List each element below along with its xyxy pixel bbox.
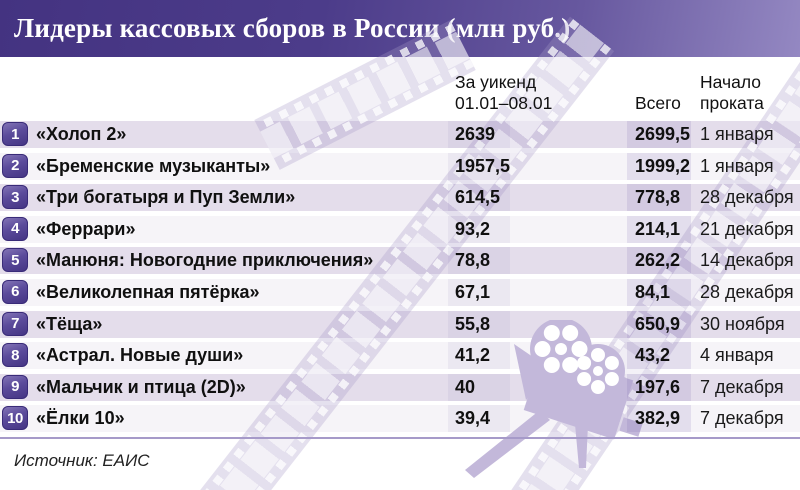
rank-badge: 7 — [2, 311, 28, 336]
total-value: 197,6 — [627, 373, 691, 401]
movie-title: «Ёлки 10» — [36, 408, 125, 429]
table-row: 5 «Манюня: Новогодние приключения» 78,8 … — [0, 247, 800, 275]
release-date: 21 декабря — [700, 218, 794, 239]
release-date: 28 декабря — [700, 187, 794, 208]
release-date: 4 января — [700, 345, 774, 366]
rank-badge: 3 — [2, 185, 28, 210]
rank-badge: 9 — [2, 374, 28, 399]
weekend-value: 2639 — [448, 121, 510, 148]
total-value: 214,1 — [627, 215, 691, 243]
movie-title: «Тёща» — [36, 313, 103, 334]
table-row: 1 «Холоп 2» 2639 2699,5 1 января — [0, 121, 800, 148]
release-date: 30 ноября — [700, 313, 785, 334]
table-row: 9 «Мальчик и птица (2D)» 40 197,6 7 дека… — [0, 373, 800, 401]
release-date: 7 декабря — [700, 376, 784, 397]
column-header-weekend-line2: 01.01–08.01 — [455, 93, 553, 113]
rank-badge: 5 — [2, 248, 28, 273]
weekend-value: 41,2 — [448, 342, 510, 370]
source-label: Источник: ЕАИС — [14, 451, 150, 470]
rank-badge: 2 — [2, 153, 28, 178]
table-row: 3 «Три богатыря и Пуп Земли» 614,5 778,8… — [0, 184, 800, 212]
weekend-value: 93,2 — [448, 215, 510, 243]
total-value: 2699,5 — [627, 121, 691, 148]
table-row: 2 «Бременские музыканты» 1957,5 1999,2 1… — [0, 152, 800, 180]
movie-title: «Холоп 2» — [36, 124, 127, 144]
rank-badge: 6 — [2, 279, 28, 304]
total-value: 778,8 — [627, 184, 691, 212]
total-value: 84,1 — [627, 278, 691, 306]
rank-badge: 1 — [2, 122, 28, 146]
release-date: 1 января — [700, 155, 774, 176]
column-header-start-line2: проката — [700, 93, 764, 113]
weekend-value: 67,1 — [448, 278, 510, 306]
footer-divider — [0, 437, 800, 439]
total-value: 1999,2 — [627, 152, 691, 180]
total-value: 43,2 — [627, 342, 691, 370]
page-title: Лидеры кассовых сборов в России (млн руб… — [14, 13, 571, 43]
movie-title: «Бременские музыканты» — [36, 155, 271, 176]
column-header-start: Начало проката — [700, 72, 764, 114]
weekend-value: 39,4 — [448, 405, 510, 433]
column-header-start-line1: Начало — [700, 72, 761, 92]
column-header-weekend-line1: За уикенд — [455, 72, 537, 92]
weekend-value: 1957,5 — [448, 152, 510, 180]
column-header-weekend: За уикенд 01.01–08.01 — [455, 72, 552, 114]
rank-badge: 8 — [2, 343, 28, 368]
table-row: 10 «Ёлки 10» 39,4 382,9 7 декабря — [0, 405, 800, 433]
release-date: 7 декабря — [700, 408, 784, 429]
release-date: 28 декабря — [700, 281, 794, 302]
movie-title: «Астрал. Новые души» — [36, 345, 244, 366]
ranking-table: 1 «Холоп 2» 2639 2699,5 1 января 2 «Брем… — [0, 121, 800, 437]
release-date: 14 декабря — [700, 250, 794, 271]
weekend-value: 40 — [448, 373, 510, 401]
table-row: 8 «Астрал. Новые души» 41,2 43,2 4 январ… — [0, 342, 800, 370]
movie-title: «Манюня: Новогодние приключения» — [36, 250, 374, 271]
release-date: 1 января — [700, 124, 774, 144]
table-row: 6 «Великолепная пятёрка» 67,1 84,1 28 де… — [0, 278, 800, 306]
movie-title: «Три богатыря и Пуп Земли» — [36, 187, 296, 208]
rank-badge: 4 — [2, 216, 28, 241]
total-value: 650,9 — [627, 310, 691, 338]
total-value: 262,2 — [627, 247, 691, 275]
table-row: 4 «Феррари» 93,2 214,1 21 декабря — [0, 215, 800, 243]
weekend-value: 614,5 — [448, 184, 510, 212]
weekend-value: 78,8 — [448, 247, 510, 275]
rank-badge: 10 — [2, 406, 28, 431]
table-row: 7 «Тёща» 55,8 650,9 30 ноября — [0, 310, 800, 338]
movie-title: «Великолепная пятёрка» — [36, 281, 260, 302]
weekend-value: 55,8 — [448, 310, 510, 338]
header-bar: Лидеры кассовых сборов в России (млн руб… — [0, 0, 800, 57]
total-value: 382,9 — [627, 405, 691, 433]
movie-title: «Мальчик и птица (2D)» — [36, 376, 246, 397]
movie-title: «Феррари» — [36, 218, 136, 239]
column-header-total: Всего — [635, 93, 681, 113]
